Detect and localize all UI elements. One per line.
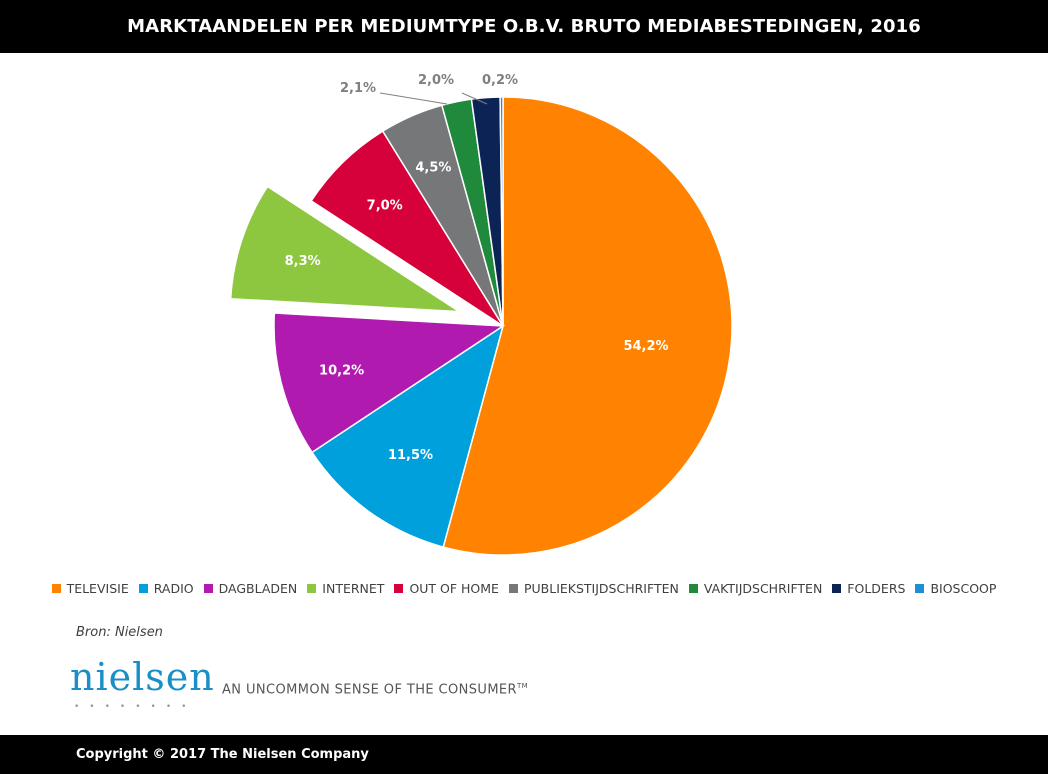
copyright-text: Copyright © 2017 The Nielsen Company <box>76 747 369 762</box>
tagline-text: AN UNCOMMON SENSE OF THE CONSUMER <box>222 682 517 698</box>
trademark-mark: TM <box>516 682 529 690</box>
legend-item-out-of-home: OUT OF HOME <box>394 581 499 596</box>
pie-slice-bioscoop <box>499 96 504 327</box>
legend-swatch <box>203 583 213 593</box>
legend-item-bioscoop: BIOSCOOP <box>915 581 996 596</box>
legend-label: BIOSCOOP <box>930 580 997 596</box>
legend-swatch <box>307 583 317 593</box>
nielsen-logo-dots: •••••••• <box>74 702 197 712</box>
leader-line-folders <box>461 92 488 105</box>
legend-item-vaktijdschriften: VAKTIJDSCHRIFTEN <box>688 580 823 596</box>
pie-slice-televisie <box>442 96 733 556</box>
legend-item-televisie: TELEVISIE <box>51 580 129 596</box>
pie-chart: 54,2% 11,5% 10,2% 8,3% 7,0% 4,5% 2,1% 2,0% 0,2% <box>229 73 733 556</box>
pie-slice-internet <box>229 185 463 313</box>
legend-item-publiekstijdschriften: PUBLIEKSTIJDSCHRIFTEN <box>508 580 679 596</box>
data-label-internet: 8,3% <box>285 254 321 269</box>
legend-swatch <box>688 583 698 593</box>
legend-label: RADIO <box>153 580 194 596</box>
legend-label: OUT OF HOME <box>409 580 499 596</box>
legend-item-internet: INTERNET <box>307 581 384 596</box>
pie-slice-radio <box>310 324 505 548</box>
data-label-televisie: 54,2% <box>623 339 668 354</box>
legend-item-radio: RADIO <box>138 580 194 596</box>
legend-swatch <box>832 583 842 593</box>
data-label-publiekstijdschriften: 4,5% <box>415 160 451 175</box>
legend-label: PUBLIEKSTIJDSCHRIFTEN <box>523 580 679 596</box>
source-note: Bron: Nielsen <box>76 625 163 640</box>
legend-label: TELEVISIE <box>66 580 129 596</box>
data-label-dagbladen: 10,2% <box>319 364 364 379</box>
legend-swatch <box>915 583 925 593</box>
data-label-vaktijdschriften: 2,1% <box>340 81 376 96</box>
legend-swatch <box>394 583 404 593</box>
data-label-out-of-home: 7,0% <box>367 199 403 214</box>
chart-legend: TELEVISIE RADIO DAGBLADEN INTERNET OUT OF HO… <box>0 578 1048 598</box>
legend-swatch <box>51 583 61 593</box>
footer-bar: Copyright © 2017 The Nielsen Company <box>0 735 1048 774</box>
nielsen-logo: nielsen <box>70 655 215 699</box>
legend-label: FOLDERS <box>847 580 906 596</box>
data-label-bioscoop: 0,2% <box>482 73 518 88</box>
legend-item-dagbladen: DAGBLADEN <box>203 580 298 596</box>
legend-label: INTERNET <box>322 580 385 596</box>
leader-line-vaktijdschriften <box>379 92 448 105</box>
legend-swatch <box>138 583 148 593</box>
data-label-folders: 2,0% <box>418 73 454 88</box>
pie-slice-dagbladen <box>273 312 506 454</box>
legend-label: VAKTIJDSCHRIFTEN <box>703 580 823 596</box>
chart-title: MARKTAANDELEN PER MEDIUMTYPE O.B.V. BRUT… <box>0 0 1048 53</box>
legend-item-folders: FOLDERS <box>832 581 905 596</box>
data-label-radio: 11,5% <box>388 448 433 463</box>
legend-label: DAGBLADEN <box>218 580 298 596</box>
legend-swatch <box>508 583 518 593</box>
tagline: AN UNCOMMON SENSE OF THE CONSUMERTM <box>222 682 528 697</box>
